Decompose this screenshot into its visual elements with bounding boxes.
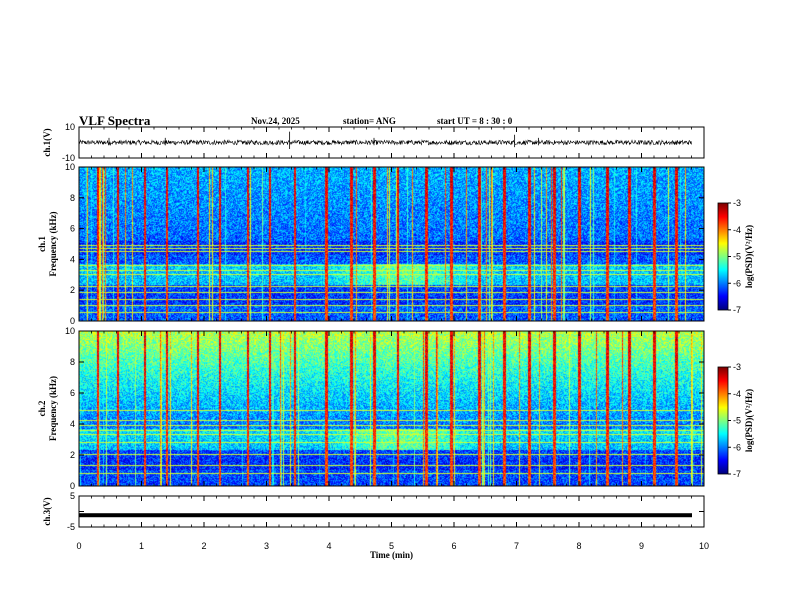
figure-title: VLF Spectra <box>79 113 151 128</box>
ch1-waveform-trace <box>78 139 693 146</box>
ch1-spectrogram-cb-label-4: -7 <box>733 305 741 315</box>
ch1-spectrogram-colorbar-title: log(PSD)(V²/Hz) <box>744 225 754 288</box>
ch1-spectrogram-cb-label-0: -3 <box>733 198 741 208</box>
ch1-spectrogram-colorbar <box>718 203 728 310</box>
xtick-label-0: 0 <box>76 541 81 551</box>
start-time-label: start UT = 8 : 30 : 0 <box>437 116 513 126</box>
ch1-spectrogram-ytick-label-4: 8 <box>70 193 75 203</box>
ch1-spectrogram-ylabel-channel: ch.1 <box>37 236 47 252</box>
ch2-spectrogram-image <box>79 331 704 486</box>
xtick-label-1: 1 <box>139 541 144 551</box>
xtick-label-7: 7 <box>514 541 519 551</box>
ch1-spectrogram-cb-label-3: -6 <box>733 278 741 288</box>
ch2-spectrogram-cb-label-3: -6 <box>733 442 741 452</box>
ch2-spectrogram-ylabel-channel: ch.2 <box>37 400 47 416</box>
ch1-spectrogram-ytick-label-1: 2 <box>70 285 75 295</box>
ch1-spectrogram-ytick-label-5: 10 <box>65 162 75 172</box>
ch2-spectrogram-ytick-label-1: 2 <box>70 450 75 460</box>
xtick-label-5: 5 <box>389 541 394 551</box>
ch1-spectrogram-ytick-label-3: 6 <box>70 224 75 234</box>
xtick-label-4: 4 <box>326 541 331 551</box>
ch1-spectrogram-image <box>79 167 704 321</box>
xtick-label-3: 3 <box>264 541 269 551</box>
ch1-spectrogram-ytick-label-0: 0 <box>70 316 75 326</box>
ch2-spectrogram-ytick-label-3: 6 <box>70 388 75 398</box>
ch2-spectrogram-colorbar-title: log(PSD)(V²/Hz) <box>744 389 754 452</box>
ch3-waveform-trace <box>79 513 692 518</box>
xtick-label-8: 8 <box>576 541 581 551</box>
xtick-label-2: 2 <box>201 541 206 551</box>
ch2-spectrogram-ytick-label-5: 10 <box>65 326 75 336</box>
ch2-spectrogram-cb-label-4: -7 <box>733 469 741 479</box>
ch1-spectrogram-cb-label-2: -5 <box>733 252 741 262</box>
ch2-spectrogram-ylabel-frequency: Frequency (kHz) <box>48 376 58 441</box>
xtick-label-10: 10 <box>699 541 709 551</box>
ch2-spectrogram-cb-label-1: -4 <box>733 389 741 399</box>
ch1-spectrogram-ylabel-frequency: Frequency (kHz) <box>48 211 58 276</box>
station-label: station= ANG <box>343 116 396 126</box>
xtick-label-6: 6 <box>451 541 456 551</box>
ch1-waveform-ytick-label-1: -10 <box>62 153 75 163</box>
ch3-waveform-ytick-label-0: 5 <box>70 491 75 501</box>
xtick-label-9: 9 <box>639 541 644 551</box>
ch1-waveform-ylabel: ch.1(V) <box>42 128 52 156</box>
ch2-spectrogram-ytick-label-4: 8 <box>70 357 75 367</box>
ch2-spectrogram-cb-label-2: -5 <box>733 416 741 426</box>
ch2-spectrogram-ytick-label-2: 4 <box>70 419 75 429</box>
ch1-spectrogram-cb-label-1: -4 <box>733 225 741 235</box>
xlabel: Time (min) <box>370 550 413 560</box>
ch2-spectrogram-cb-label-0: -3 <box>733 362 741 372</box>
ch3-waveform-ytick-label-2: -5 <box>67 522 75 532</box>
ch3-waveform-ylabel: ch.3(V) <box>42 497 52 525</box>
ch2-spectrogram-colorbar <box>718 367 728 474</box>
ch1-spectrogram-ytick-label-2: 4 <box>70 254 75 264</box>
ch2-spectrogram-ytick-label-0: 0 <box>70 481 75 491</box>
ch1-waveform-ytick-label-0: 10 <box>65 122 75 132</box>
date-label: Nov.24, 2025 <box>251 116 300 126</box>
